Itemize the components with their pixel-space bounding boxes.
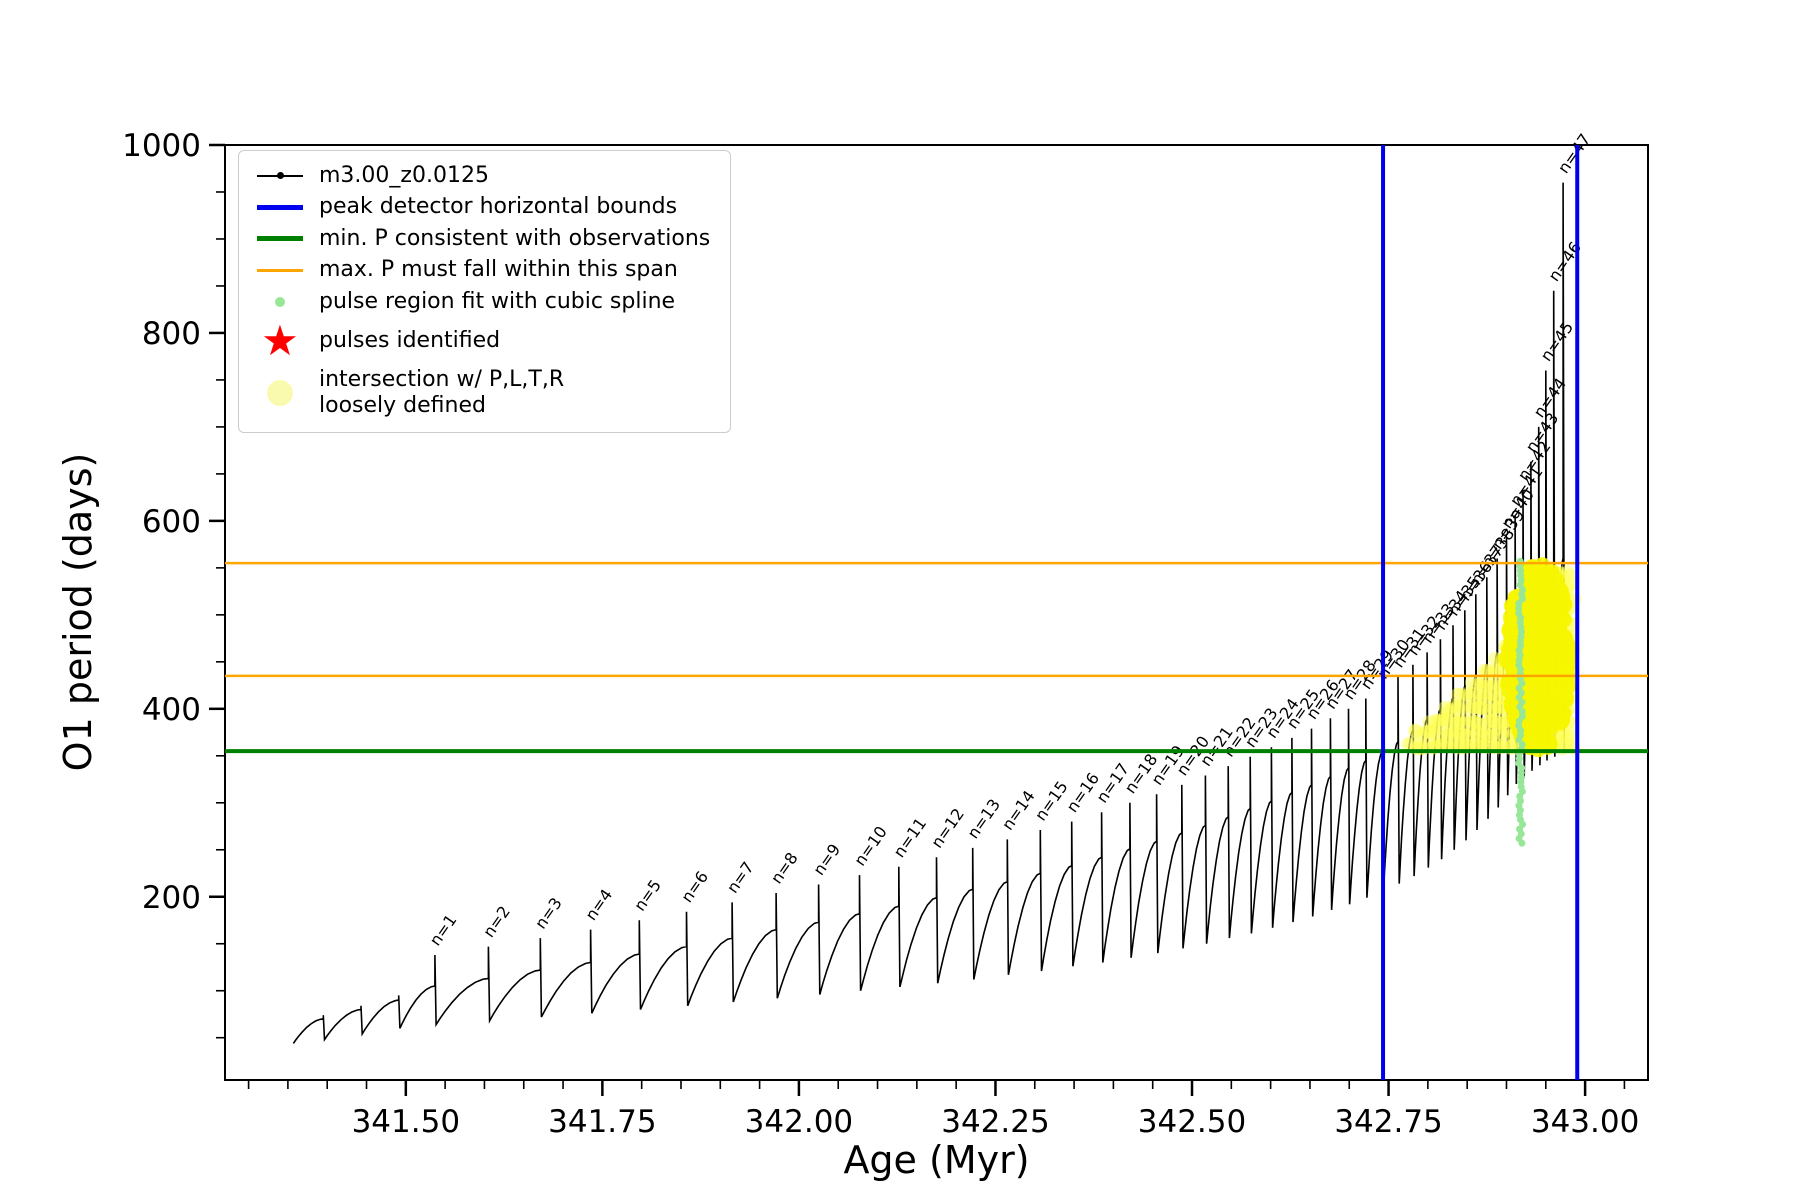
- spline-dot-marker: [251, 296, 309, 307]
- legend-label-max-period-span: max. P must fall within this span: [319, 257, 678, 283]
- svg-text:342.25: 342.25: [941, 1104, 1049, 1140]
- svg-text:342.50: 342.50: [1138, 1104, 1246, 1140]
- green-line-marker: [251, 236, 309, 242]
- series-line-marker: [251, 172, 309, 180]
- legend: m3.00_z0.0125 peak detector horizontal b…: [238, 150, 732, 433]
- svg-text:341.50: 341.50: [352, 1104, 460, 1140]
- svg-text:342.75: 342.75: [1334, 1104, 1442, 1140]
- legend-item-pulses-identified: ★ pulses identified: [251, 315, 710, 365]
- y-axis-label: O1 period (days): [56, 452, 100, 772]
- legend-label-peak-detector-bounds: peak detector horizontal bounds: [319, 194, 678, 220]
- svg-text:1000: 1000: [122, 128, 201, 164]
- svg-text:400: 400: [142, 692, 201, 728]
- orange-line-marker: [251, 268, 309, 272]
- svg-text:200: 200: [142, 880, 201, 916]
- svg-text:343.00: 343.00: [1531, 1104, 1639, 1140]
- legend-item-max-period-span: max. P must fall within this span: [251, 257, 710, 283]
- legend-item-series: m3.00_z0.0125: [251, 163, 710, 189]
- legend-item-intersection: intersection w/ P,L,T,R loosely defined: [251, 367, 710, 420]
- legend-label-series: m3.00_z0.0125: [319, 163, 489, 188]
- svg-text:341.75: 341.75: [548, 1104, 656, 1140]
- intersection-dot-marker: [251, 380, 309, 407]
- svg-text:600: 600: [142, 504, 201, 540]
- legend-item-peak-detector-bounds: peak detector horizontal bounds: [251, 194, 710, 220]
- legend-item-min-period: min. P consistent with observations: [251, 226, 710, 252]
- svg-text:800: 800: [142, 316, 201, 352]
- x-axis-label: Age (Myr): [843, 1138, 1030, 1182]
- blue-line-marker: [251, 205, 309, 211]
- legend-label-intersection: intersection w/ P,L,T,R loosely defined: [319, 366, 565, 419]
- legend-label-min-period: min. P consistent with observations: [319, 225, 711, 251]
- star-icon: ★: [261, 315, 299, 365]
- svg-text:342.00: 342.00: [745, 1104, 853, 1140]
- legend-label-pulses-identified: pulses identified: [319, 327, 501, 353]
- legend-label-spline-fit: pulse region fit with cubic spline: [319, 288, 676, 314]
- legend-item-spline-fit: pulse region fit with cubic spline: [251, 289, 710, 315]
